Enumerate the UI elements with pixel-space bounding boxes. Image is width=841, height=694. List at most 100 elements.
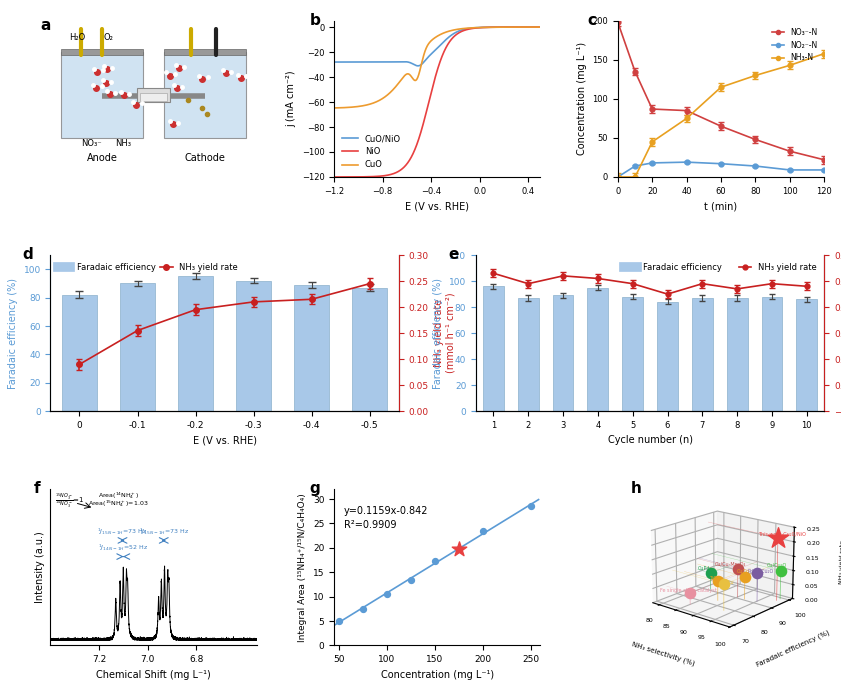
CuO	[329, 104, 339, 112]
Bar	[727, 298, 748, 411]
Text: $^1J_{15N-1H}$=73 Hz: $^1J_{15N-1H}$=73 Hz	[139, 527, 189, 537]
X-axis label: NH₃ selectivity (%): NH₃ selectivity (%)	[632, 641, 696, 666]
Bar	[761, 297, 782, 411]
Point	[476, 525, 489, 536]
X-axis label: Cycle number (n): Cycle number (n)	[607, 435, 693, 446]
Legend: CuO/NiO, NiO, CuO: CuO/NiO, NiO, CuO	[338, 130, 405, 173]
X-axis label: t (min): t (min)	[705, 201, 738, 211]
Text: R²=0.9909: R²=0.9909	[344, 520, 396, 530]
Bar	[657, 302, 678, 411]
Bar	[483, 286, 504, 411]
CuO	[340, 103, 350, 112]
Text: Anode: Anode	[87, 153, 118, 163]
Text: O₂: O₂	[103, 33, 114, 42]
Bar	[120, 283, 155, 411]
Text: Cathode: Cathode	[185, 153, 225, 163]
CuO/NiO	[492, 23, 502, 31]
CuO	[430, 34, 440, 42]
NiO	[529, 23, 539, 31]
Text: c: c	[587, 13, 596, 28]
NiO	[424, 97, 434, 105]
Legend: Faradaic efficiency, NH₃ yield rate: Faradaic efficiency, NH₃ yield rate	[55, 260, 241, 275]
X-axis label: Chemical Shift (mg L⁻¹): Chemical Shift (mg L⁻¹)	[96, 670, 211, 679]
NiO	[530, 23, 540, 31]
NiO	[329, 173, 339, 181]
CuO/NiO	[430, 46, 440, 55]
Point	[332, 616, 346, 627]
Text: y=0.1159x-0.842: y=0.1159x-0.842	[344, 506, 428, 516]
CuO/NiO	[340, 58, 350, 66]
Point	[380, 589, 394, 600]
Point	[524, 501, 537, 512]
CuO/NiO	[413, 62, 423, 70]
Point	[452, 543, 466, 555]
CuO	[492, 23, 502, 31]
Bar	[622, 297, 643, 411]
Bar	[137, 88, 170, 102]
Bar	[796, 299, 817, 411]
CuO/NiO	[424, 52, 434, 60]
Y-axis label: Intensity (a.u.): Intensity (a.u.)	[35, 532, 45, 603]
Text: b: b	[309, 13, 320, 28]
CuO/NiO	[530, 23, 540, 31]
Bar	[140, 94, 167, 101]
Text: f: f	[34, 482, 40, 496]
Bar	[178, 276, 213, 411]
CuO/NiO	[329, 58, 339, 66]
Point	[405, 574, 418, 585]
Legend: Faradaic efficiency, NH₃ yield rate: Faradaic efficiency, NH₃ yield rate	[621, 260, 820, 275]
Y-axis label: Faradaic efficiency (%): Faradaic efficiency (%)	[8, 278, 18, 389]
Line: CuO/NiO: CuO/NiO	[334, 27, 541, 66]
CuO/NiO	[530, 23, 540, 31]
Text: $\frac{^{15}NO_3^-}{^{14}NO_3^-}$=1: $\frac{^{15}NO_3^-}{^{14}NO_3^-}$=1	[56, 491, 85, 510]
Y-axis label: Concentration (mg L⁻¹): Concentration (mg L⁻¹)	[577, 42, 587, 155]
CuO	[424, 39, 434, 47]
CuO	[536, 23, 546, 31]
NiO	[536, 23, 546, 31]
Bar	[164, 49, 246, 56]
Bar	[553, 296, 574, 411]
Text: Area($^{14}$NH$_4^+$): Area($^{14}$NH$_4^+$)	[98, 490, 139, 501]
Bar	[518, 298, 539, 411]
CuO/NiO	[536, 23, 546, 31]
Point	[452, 543, 466, 555]
Text: $^1J_{14N-1H}$=52 Hz: $^1J_{14N-1H}$=52 Hz	[98, 543, 148, 553]
Bar	[236, 280, 271, 411]
Text: a: a	[40, 18, 50, 33]
Bar	[352, 288, 387, 411]
X-axis label: E (V vs. RHE): E (V vs. RHE)	[193, 435, 257, 446]
Text: e: e	[448, 247, 458, 262]
Text: H₂O: H₂O	[69, 33, 86, 42]
Y-axis label: Integral Area (¹⁵NH₄⁺/¹⁵N/C₄H₄O₄): Integral Area (¹⁵NH₄⁺/¹⁵N/C₄H₄O₄)	[299, 493, 307, 642]
Line: NiO: NiO	[334, 27, 541, 177]
Bar	[587, 287, 608, 411]
NiO	[340, 173, 350, 181]
FancyBboxPatch shape	[164, 52, 246, 138]
Point	[428, 556, 442, 567]
Text: Area($^{15}$NH$_4^+$)=1.03: Area($^{15}$NH$_4^+$)=1.03	[88, 498, 149, 509]
Text: g: g	[309, 482, 320, 496]
Y-axis label: Faradaic efficiency (%): Faradaic efficiency (%)	[433, 278, 443, 389]
Bar	[61, 49, 143, 56]
NiO	[430, 76, 440, 84]
Point	[357, 603, 370, 614]
CuO	[530, 23, 540, 31]
Y-axis label: NH₃ yield rate
(mmol h⁻¹ cm⁻²): NH₃ yield rate (mmol h⁻¹ cm⁻²)	[434, 293, 456, 373]
Line: CuO: CuO	[334, 27, 541, 108]
FancyBboxPatch shape	[61, 52, 143, 138]
X-axis label: Concentration (mg L⁻¹): Concentration (mg L⁻¹)	[381, 670, 494, 679]
Legend: NO₃⁻-N, NO₂⁻-N, NH₃-N: NO₃⁻-N, NO₂⁻-N, NH₃-N	[770, 25, 820, 65]
Text: h: h	[631, 482, 642, 496]
Text: $^1J_{15N-1H}$=73 Hz: $^1J_{15N-1H}$=73 Hz	[98, 527, 147, 537]
Y-axis label: Faradaic efficiency (%): Faradaic efficiency (%)	[756, 629, 831, 668]
Text: d: d	[23, 247, 34, 262]
Bar	[692, 298, 713, 411]
Y-axis label: j (mA cm⁻²): j (mA cm⁻²)	[286, 71, 296, 127]
Text: NH₃: NH₃	[114, 139, 130, 148]
NiO	[492, 23, 502, 31]
Text: NO₃⁻: NO₃⁻	[82, 139, 102, 148]
Bar	[294, 285, 329, 411]
Bar	[62, 295, 97, 411]
CuO	[529, 23, 539, 31]
X-axis label: E (V vs. RHE): E (V vs. RHE)	[405, 201, 469, 211]
